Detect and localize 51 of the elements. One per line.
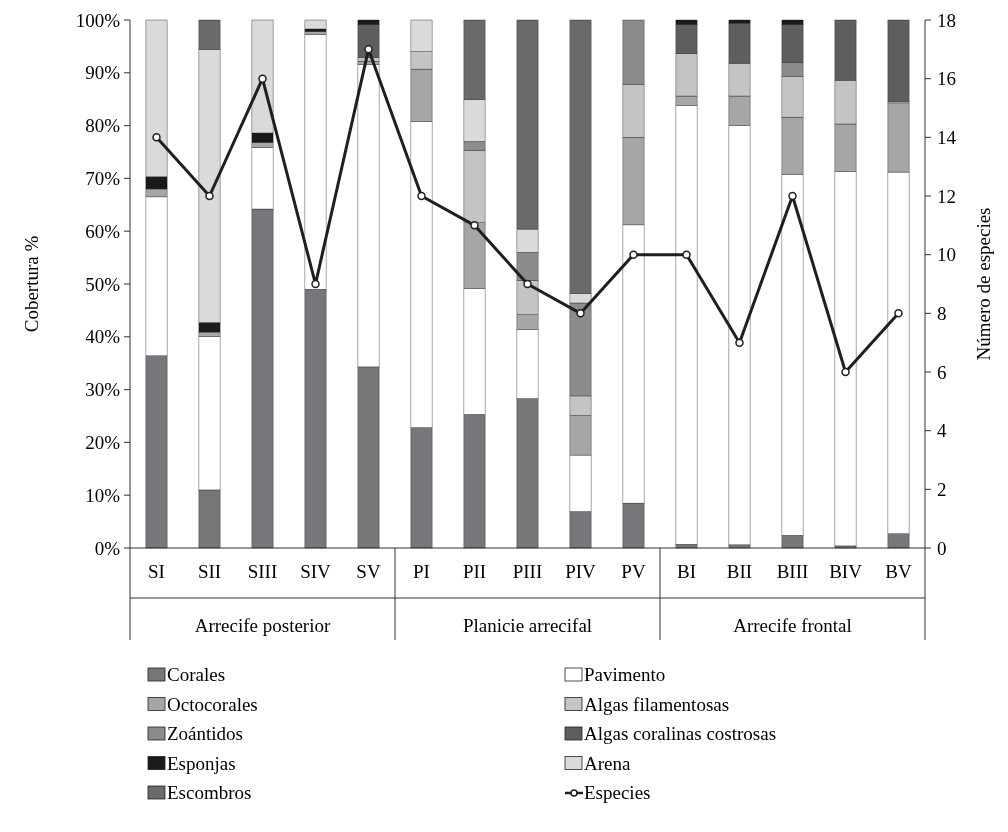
x-tick-label: SIV xyxy=(300,561,332,582)
text: Planicie arrecifal xyxy=(462,615,593,636)
y-axis-title: Cobertura % xyxy=(21,235,42,333)
x-tick-label: SI xyxy=(148,561,165,582)
legend-label: Algas filamentosas xyxy=(584,693,730,715)
x-tick-label: BIV xyxy=(829,561,863,582)
x-tick-label: SII xyxy=(197,561,222,582)
y2-tick-label: 2 xyxy=(937,478,947,500)
text: Arrecife frontal xyxy=(733,615,852,636)
y2-tick-label: 14 xyxy=(937,126,957,148)
y-tick-label: 70% xyxy=(85,168,121,190)
y-tick-label: 60% xyxy=(85,220,121,242)
x-tick-label: PIV xyxy=(565,561,597,582)
legend-label: Octocorales xyxy=(167,693,258,715)
x-tick-label: PI xyxy=(413,561,430,582)
y-tick-label: 50% xyxy=(85,273,121,295)
y2-tick-label: 16 xyxy=(937,68,956,90)
x-tick-label: PV xyxy=(621,561,646,582)
y2-tick-label: 8 xyxy=(937,302,947,324)
x-tick-label: SIII xyxy=(247,561,278,582)
x-tick-label: SV xyxy=(356,561,381,582)
y2-axis-title: Número de especies xyxy=(973,207,994,361)
legend-label: Esponjas xyxy=(167,752,236,774)
y2-tick-label: 6 xyxy=(937,361,947,383)
y-tick-label: 10% xyxy=(85,484,121,506)
y-tick-label: 80% xyxy=(85,115,121,137)
x-tick-label: BIII xyxy=(776,561,809,582)
x-tick-label: BI xyxy=(677,561,696,582)
y2-tick-label: 0 xyxy=(937,537,947,559)
legend-label: Escombros xyxy=(167,782,252,803)
legend-label: Especies xyxy=(584,782,651,803)
legend-label: Pavimento xyxy=(584,664,666,685)
x-tick-label: BII xyxy=(726,561,753,582)
y-tick-label: 0% xyxy=(94,537,121,559)
text: Arrecife posterior xyxy=(194,615,331,636)
y-tick-label: 20% xyxy=(85,432,121,454)
y2-tick-label: 4 xyxy=(937,420,947,442)
y-tick-label: 100% xyxy=(75,9,121,31)
x-tick-label: PIII xyxy=(512,561,543,582)
x-tick-label: PII xyxy=(462,561,487,582)
y2-tick-label: 12 xyxy=(937,185,956,207)
legend-label: Algas coralinas costrosas xyxy=(584,723,777,744)
legend-label: Zoántidos xyxy=(167,723,243,744)
y-tick-label: 40% xyxy=(85,326,121,348)
y2-tick-label: 18 xyxy=(937,9,956,31)
y-tick-label: 90% xyxy=(85,62,121,84)
legend-label: Corales xyxy=(167,664,226,685)
y-tick-label: 30% xyxy=(85,379,121,401)
legend-label: Arena xyxy=(584,752,631,774)
y2-tick-label: 10 xyxy=(937,244,956,266)
x-tick-label: BV xyxy=(885,561,912,582)
